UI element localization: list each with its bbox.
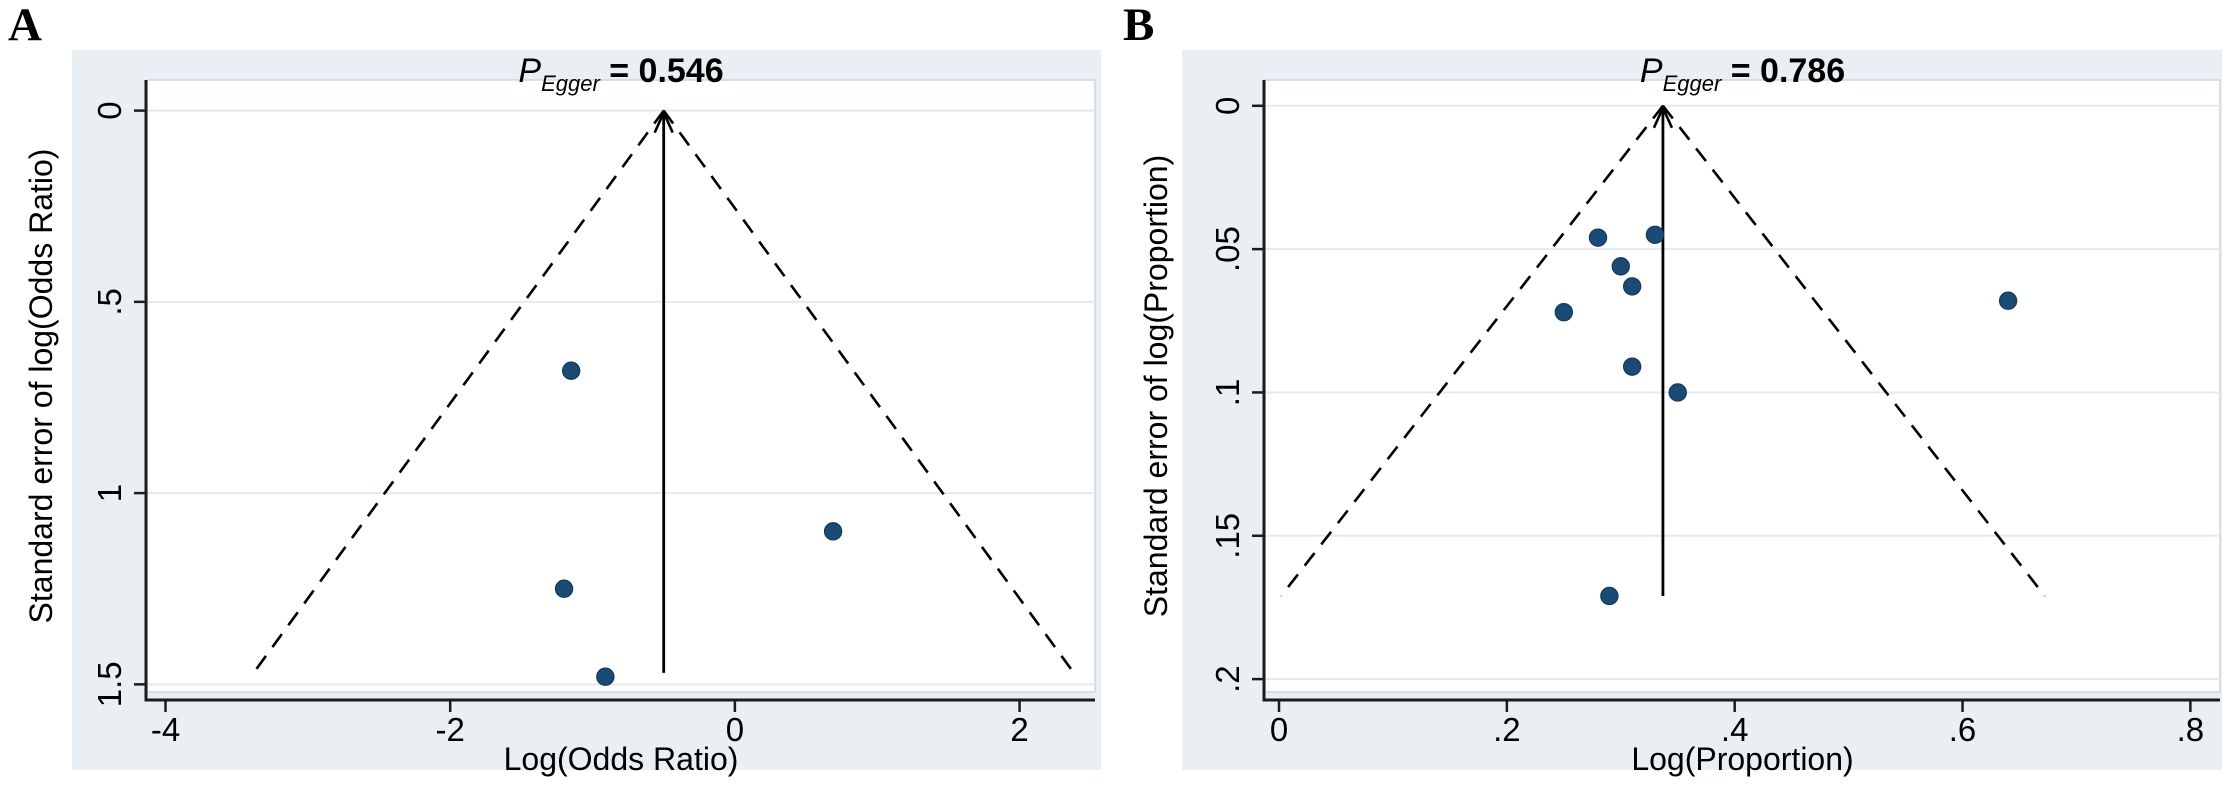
y-tick-label: .5 [91,288,128,316]
y-tick-label: .05 [1209,226,1246,272]
study-point [561,361,581,380]
x-tick-label: .2 [1493,711,1521,748]
panel-a: A 0 .5 1 1.5 -4 -2 0 2 Log(Odds Ratio) Standard e… [0,0,1115,786]
study-point [1588,228,1608,247]
x-tick-label: .6 [1949,711,1977,748]
plot-area [146,79,1096,693]
funnel-ci-right [662,109,1075,674]
y-tick-label: 1 [91,484,128,502]
x-tick-label: .8 [2177,711,2205,748]
study-point [1645,225,1665,244]
study-point [1611,257,1630,276]
study-point [1622,357,1642,376]
funnel-plot-a: 0 .5 1 1.5 -4 -2 0 2 Log(Odds Ratio) Standard err… [23,50,1101,777]
funnel-ci-left [252,109,665,674]
y-axis-title: Standard error of log(Odds Ratio) [23,149,59,624]
x-tick-label: -2 [436,711,465,748]
x-tick-label: 0 [726,711,744,748]
x-tick-label: -4 [151,711,180,748]
panel-a-letter: A [8,0,42,51]
study-point [554,579,574,598]
funnel-plot-b: 0 .05 .1 .15 .2 0 .2 .4 .6 .8 Log(Proportion) Stand… [1138,50,2222,777]
study-point [1622,277,1642,296]
x-axis-title: Log(Proportion) [1631,741,1853,777]
panel-title: PEgger = 0.786 [1640,52,1845,96]
panel-b-letter: B [1123,0,1155,51]
pooled-line-arrowhead [653,109,674,134]
y-axis-title: Standard error of log(Proportion) [1138,155,1174,617]
study-point [1554,302,1574,322]
study-point [1668,383,1687,402]
study-point [596,667,615,686]
y-tick-label: 1.5 [91,661,128,707]
y-tick-label: .15 [1209,513,1246,559]
y-tick-label: .2 [1209,665,1246,693]
study-point [1600,586,1619,606]
x-axis-title: Log(Odds Ratio) [504,741,739,777]
study-point [1998,291,2018,310]
funnel-ci-left [1280,104,1664,597]
pooled-line-arrowhead [1652,104,1674,129]
panel-b: B 0 .05 .1 .15 .2 0 .2 .4 .6 .8 Log(Proportion) Sta… [1115,0,2231,786]
funnel-ci-right [1661,104,2046,597]
y-tick-label: .1 [1209,379,1246,407]
x-tick-label: 2 [1010,711,1028,748]
y-tick-label: 0 [1209,97,1246,115]
x-tick-label: 0 [1270,711,1288,748]
x-tick-label: .4 [1721,711,1749,748]
study-point [823,522,843,541]
plot-area [1264,79,2221,693]
y-tick-label: 0 [91,101,128,119]
panel-title: PEgger = 0.546 [518,52,723,96]
